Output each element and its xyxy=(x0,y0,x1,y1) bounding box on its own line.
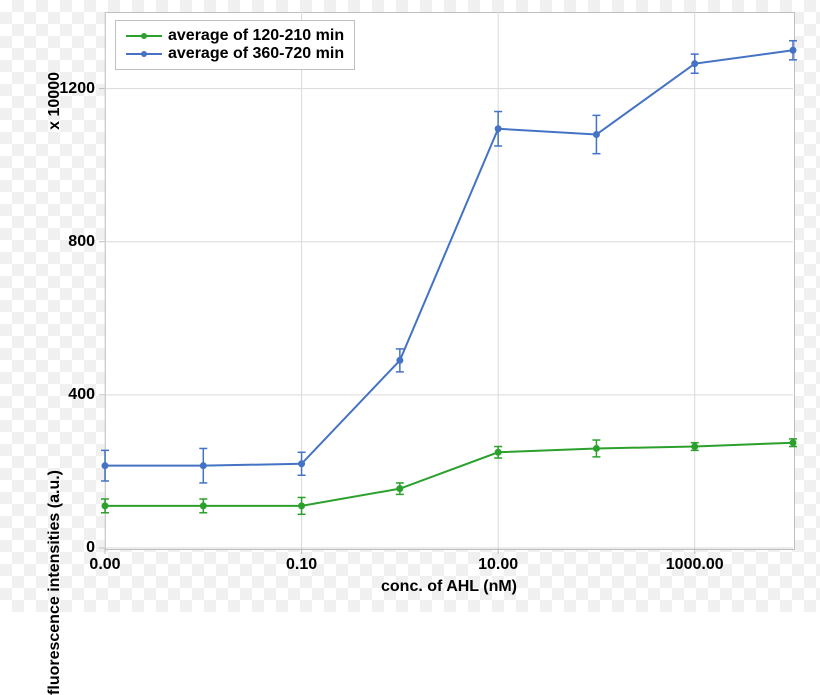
legend-item: average of 120-210 min xyxy=(126,27,344,45)
x-axis-label: conc. of AHL (nM) xyxy=(381,578,517,596)
y-tick-label: 1200 xyxy=(59,80,95,98)
y-tick-label: 0 xyxy=(86,539,95,557)
plot-svg xyxy=(105,12,793,548)
x-tick-label: 0.00 xyxy=(89,556,120,574)
legend-item: average of 360-720 min xyxy=(126,45,344,63)
y-tick-label: 800 xyxy=(68,233,95,251)
y-axis-label: fluorescence intensities (a.u.) xyxy=(46,470,64,695)
x-tick-label: 10.00 xyxy=(478,556,518,574)
y-tick-label: 400 xyxy=(68,386,95,404)
x-tick-label: 0.10 xyxy=(286,556,317,574)
legend-label: average of 360-720 min xyxy=(168,45,344,63)
legend-swatch xyxy=(126,30,162,42)
legend-swatch xyxy=(126,48,162,60)
x-tick-label: 1000.00 xyxy=(666,556,724,574)
chart-container: x 10000 fluorescence intensities (a.u.) … xyxy=(0,0,820,612)
legend: average of 120-210 minaverage of 360-720… xyxy=(115,20,355,70)
legend-label: average of 120-210 min xyxy=(168,27,344,45)
